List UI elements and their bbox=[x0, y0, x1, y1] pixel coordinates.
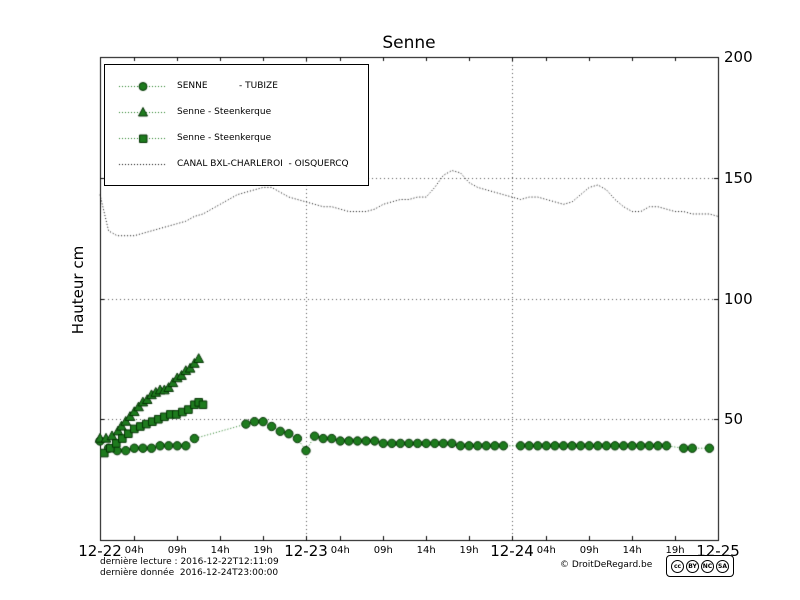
cc-sa-icon: SA bbox=[716, 559, 729, 573]
x-hour-tick-label: 19h bbox=[459, 545, 479, 556]
legend: SENNE - TUBIZE Senne - Steenkerque Senne -… bbox=[104, 64, 369, 186]
cc-by-icon: BY bbox=[686, 559, 699, 573]
legend-key-square-icon bbox=[117, 131, 169, 145]
x-hour-tick-label: 09h bbox=[579, 545, 599, 556]
x-hour-tick-label: 14h bbox=[622, 545, 642, 556]
footer-derniere-donnee: dernière donnée 2016-12-24T23:00:00 bbox=[100, 568, 279, 578]
y-axis-label: Hauteur cm bbox=[69, 245, 87, 335]
legend-key-line-icon bbox=[117, 157, 169, 171]
x-day-tick-label: 12-23 bbox=[284, 542, 328, 560]
legend-item: CANAL BXL-CHARLEROI - OISQUERCQ bbox=[111, 151, 362, 177]
x-hour-tick-label: 09h bbox=[373, 545, 393, 556]
legend-key-triangle-icon bbox=[117, 105, 169, 119]
y-tick-label: 150 bbox=[724, 168, 753, 187]
x-hour-tick-label: 04h bbox=[124, 545, 144, 556]
legend-key-circle-icon bbox=[117, 79, 169, 93]
cc-cc-icon: cc bbox=[671, 559, 684, 573]
legend-label: SENNE - TUBIZE bbox=[177, 81, 278, 91]
y-tick-label: 50 bbox=[724, 410, 744, 429]
legend-label: Senne - Steenkerque bbox=[177, 107, 272, 117]
cc-nc-icon: NC bbox=[701, 559, 714, 573]
legend-item: SENNE - TUBIZE bbox=[111, 73, 362, 99]
legend-item: Senne - Steenkerque bbox=[111, 99, 362, 125]
y-tick-label: 200 bbox=[724, 48, 753, 66]
x-hour-tick-label: 14h bbox=[210, 545, 230, 556]
x-hour-tick-label: 19h bbox=[665, 545, 685, 556]
legend-label: Senne - Steenkerque bbox=[177, 133, 272, 143]
x-hour-tick-label: 09h bbox=[167, 545, 187, 556]
legend-item: Senne - Steenkerque bbox=[111, 125, 362, 151]
x-day-tick-label: 12-22 bbox=[78, 542, 122, 560]
x-hour-tick-label: 04h bbox=[330, 545, 350, 556]
x-hour-tick-label: 04h bbox=[536, 545, 556, 556]
y-tick-label: 100 bbox=[724, 289, 753, 308]
legend-label: CANAL BXL-CHARLEROI - OISQUERCQ bbox=[177, 159, 349, 169]
footer-copyright: © DroitDeRegard.be bbox=[560, 560, 653, 570]
footer-derniere-lecture: dernière lecture : 2016-12-22T12:11:09 bbox=[100, 557, 279, 567]
chart-title: Senne bbox=[382, 33, 436, 53]
x-day-tick-label: 12-24 bbox=[490, 542, 534, 560]
x-hour-tick-label: 14h bbox=[416, 545, 436, 556]
x-hour-tick-label: 19h bbox=[253, 545, 273, 556]
cc-license-badge: cc BY NC SA bbox=[666, 555, 734, 577]
